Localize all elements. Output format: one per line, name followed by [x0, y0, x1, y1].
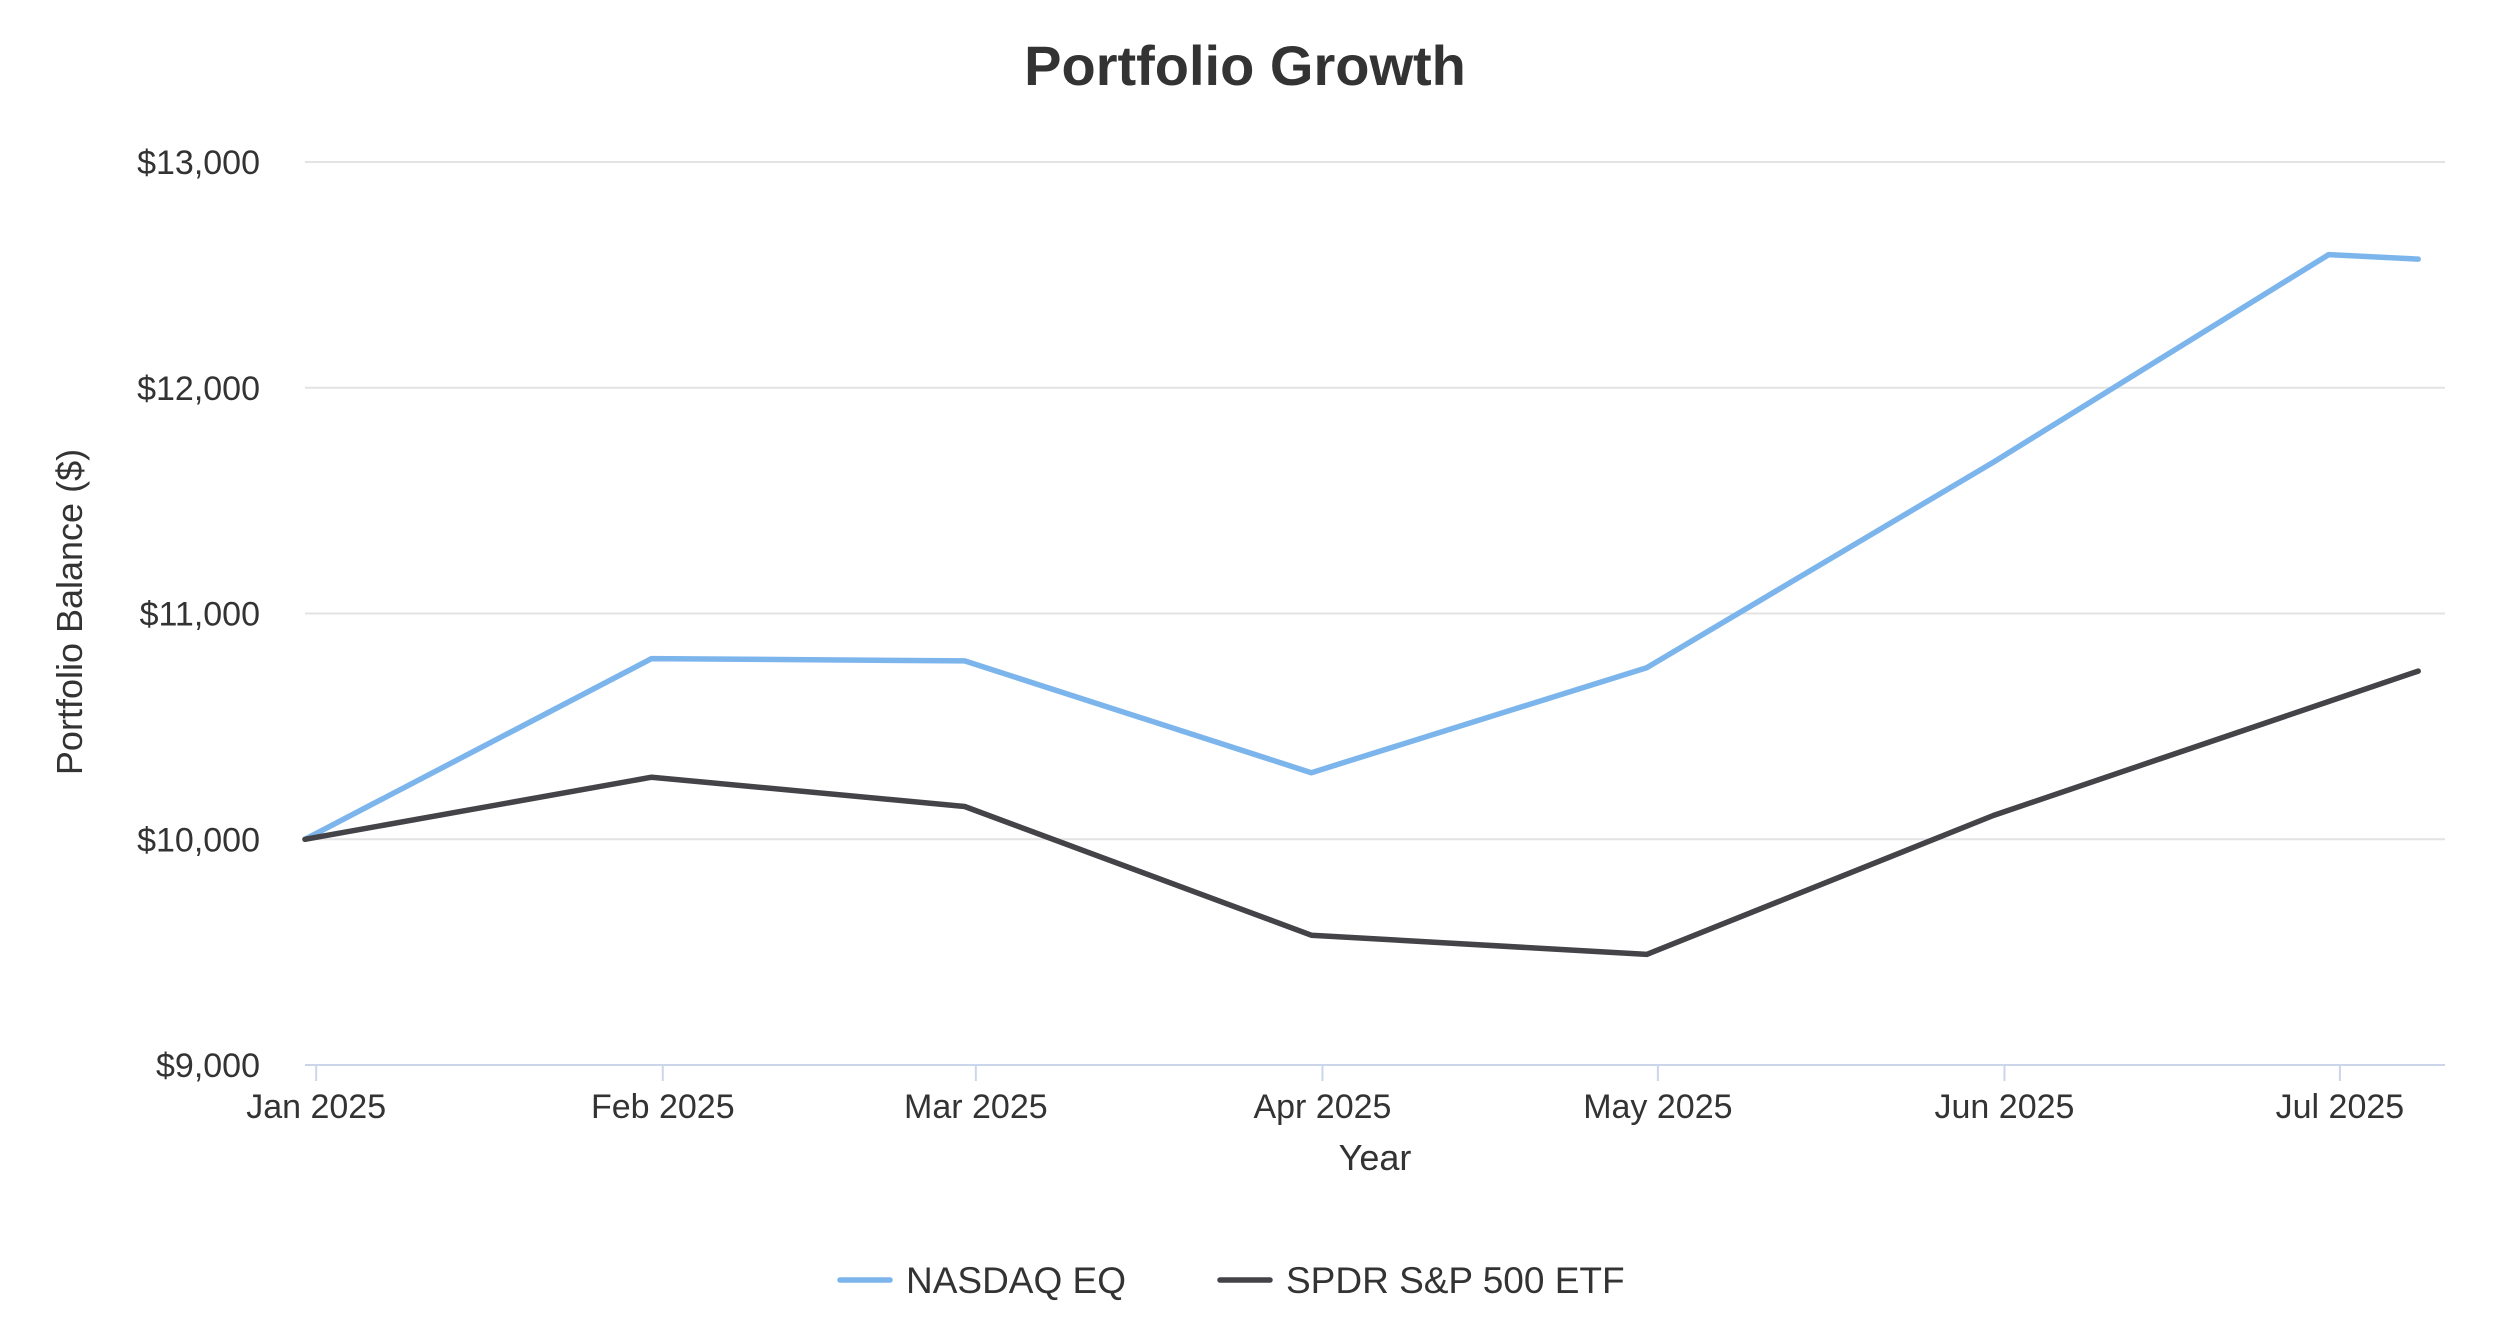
axes: $9,000 $10,000 $11,000 $12,000 $13,000 Jan 20…	[137, 144, 2445, 1126]
x-tick-label: Feb 2025	[591, 1088, 735, 1126]
x-axis-label: Year	[1339, 1137, 1412, 1178]
legend: NASDAQ EQ SPDR S&P 500 ETF	[837, 1260, 1625, 1301]
chart-title: Portfolio Growth	[1024, 34, 1466, 97]
x-tick-label: Jun 2025	[1935, 1088, 2075, 1126]
series-lines	[302, 251, 2421, 958]
y-tick-label: $12,000	[137, 370, 260, 408]
series-line-2	[302, 668, 2421, 958]
x-tick-label: Jan 2025	[246, 1088, 386, 1126]
y-axis-label: Portfolio Balance ($)	[49, 449, 90, 775]
y-tick-label: $13,000	[137, 144, 260, 182]
x-tick-label: May 2025	[1583, 1088, 1732, 1126]
x-tick-label: Jul 2025	[2276, 1088, 2405, 1126]
legend-item-2[interactable]: SPDR S&P 500 ETF	[1217, 1260, 1625, 1301]
series-line-1	[302, 251, 2421, 843]
x-tick-label: Mar 2025	[904, 1088, 1048, 1126]
x-tick-label: Apr 2025	[1253, 1088, 1391, 1126]
y-tick-label: $10,000	[137, 821, 260, 859]
legend-label: NASDAQ EQ	[906, 1260, 1126, 1301]
legend-label: SPDR S&P 500 ETF	[1286, 1260, 1625, 1301]
y-tick-label: $9,000	[156, 1047, 260, 1085]
legend-item-1[interactable]: NASDAQ EQ	[837, 1260, 1126, 1301]
gridlines	[305, 161, 2445, 841]
y-tick-label: $11,000	[140, 596, 260, 634]
